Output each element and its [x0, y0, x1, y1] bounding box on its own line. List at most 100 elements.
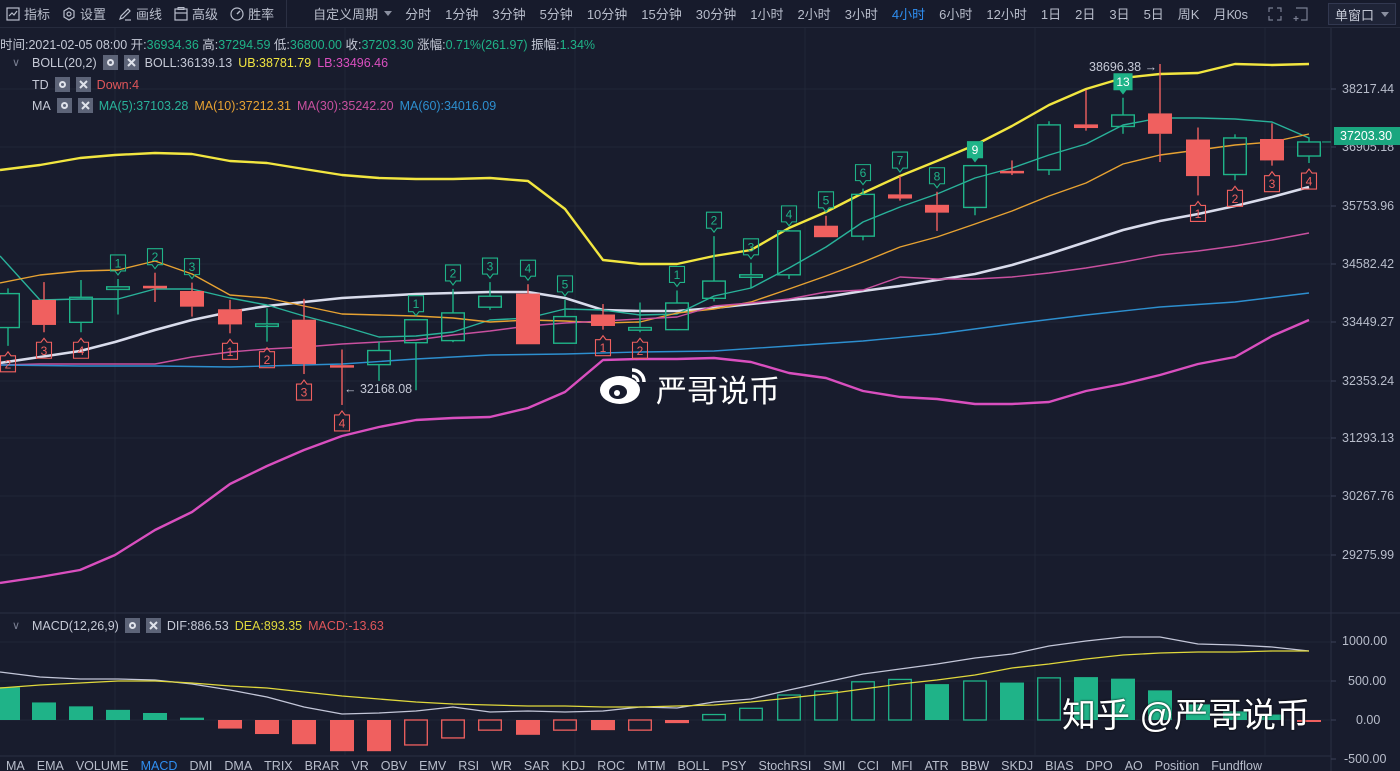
macd-close-icon[interactable]: [145, 618, 161, 633]
low-label: 低:: [273, 38, 290, 52]
candle-body: [478, 295, 503, 308]
indicator-tab[interactable]: TRIX: [264, 759, 293, 771]
candle-body: [516, 293, 540, 345]
indicator-tab[interactable]: Position: [1154, 759, 1200, 771]
period-tab[interactable]: 10分钟: [586, 7, 628, 22]
ma-close-icon[interactable]: [77, 98, 93, 113]
advanced-button[interactable]: 高级: [168, 0, 224, 28]
indicator-tab[interactable]: OBV: [380, 759, 408, 771]
period-tab[interactable]: 5日: [1143, 7, 1164, 22]
period-tab[interactable]: 3日: [1109, 7, 1130, 22]
period-tab[interactable]: 30分钟: [695, 7, 737, 22]
period-tab[interactable]: 月K: [1213, 7, 1236, 22]
indicator-tab[interactable]: WR: [491, 759, 512, 771]
indicator-tab[interactable]: Fundflow: [1211, 759, 1262, 771]
td-marker-label: 4: [786, 207, 793, 221]
collapse-chevron-icon[interactable]: ∨: [12, 620, 21, 632]
draw-line-button[interactable]: 画线: [112, 0, 168, 28]
td-settings-icon[interactable]: [54, 77, 70, 92]
period-tab[interactable]: 2小时: [797, 7, 831, 22]
weibo-watermark: 严哥说币: [598, 362, 780, 414]
period-tab[interactable]: 分时: [405, 7, 432, 22]
period-tab[interactable]: 5分钟: [539, 7, 573, 22]
indicator-tab[interactable]: DMA: [224, 759, 253, 771]
indicator-tab[interactable]: VR: [351, 759, 369, 771]
period-tab[interactable]: 周K: [1177, 7, 1200, 22]
period-tab[interactable]: 4小时: [891, 7, 926, 22]
indicator-tab[interactable]: MFI: [891, 759, 913, 771]
period-tab[interactable]: 6小时: [939, 7, 973, 22]
gear-icon: [62, 6, 76, 21]
settings-button[interactable]: 设置: [56, 0, 112, 28]
indicator-tab[interactable]: StochRSI: [758, 759, 812, 771]
boll-close-icon[interactable]: [123, 55, 139, 70]
indicator-tab[interactable]: VOLUME: [75, 759, 129, 771]
ma-settings-icon[interactable]: [56, 98, 72, 113]
indicator-tab[interactable]: EMA: [36, 759, 64, 771]
indicator-tab[interactable]: BIAS: [1045, 759, 1074, 771]
period-tab[interactable]: 12小时: [986, 7, 1027, 22]
window-mode-select[interactable]: 单窗口: [1328, 3, 1396, 25]
boll-settings-icon[interactable]: [102, 55, 118, 70]
td-close-icon[interactable]: [75, 77, 91, 92]
custom-period-dropdown[interactable]: 自定义周期: [295, 4, 398, 23]
candle-body: [739, 274, 764, 279]
td-marker: [594, 334, 612, 357]
td-marker: [817, 191, 835, 213]
indicator-tab[interactable]: MA: [6, 759, 25, 771]
candle-body: [553, 315, 578, 344]
indicator-tab[interactable]: DMI: [189, 759, 213, 771]
candle-body: [218, 309, 242, 325]
macd-bar: [143, 712, 167, 720]
period-tab[interactable]: 1小时: [750, 7, 784, 22]
period-tab[interactable]: 3小时: [844, 7, 878, 22]
indicator-tab[interactable]: BBW: [960, 759, 990, 771]
indicator-tab[interactable]: CCI: [857, 759, 880, 771]
indicator-tab[interactable]: AO: [1124, 759, 1143, 771]
win-rate-button[interactable]: 胜率: [224, 0, 280, 28]
macd-bar: [702, 713, 726, 721]
collapse-chevron-icon[interactable]: ∨: [12, 57, 21, 69]
indicator-tab[interactable]: BOLL: [677, 759, 710, 771]
period-tab[interactable]: 15分钟: [641, 7, 682, 22]
boll-ub-value: UB:38781.79: [238, 55, 312, 70]
macd-bar: [441, 719, 465, 739]
candle-body: [1260, 139, 1284, 161]
macd-bar: [553, 719, 577, 731]
period-tab[interactable]: 1日: [1040, 7, 1062, 22]
add-window-icon[interactable]: [1288, 0, 1314, 28]
candle-body: [665, 302, 690, 331]
period-tab[interactable]: 2日: [1075, 7, 1096, 22]
indicators-button[interactable]: 指标: [0, 0, 56, 28]
period-tab[interactable]: 1分钟: [445, 7, 479, 22]
indicator-tab[interactable]: SMI: [823, 759, 846, 771]
dea-value: DEA:893.35: [234, 618, 303, 633]
indicator-tab[interactable]: BRAR: [304, 759, 340, 771]
period-tab[interactable]: 3分钟: [492, 7, 526, 22]
indicator-tab[interactable]: ROC: [597, 759, 626, 771]
td-marker: [1113, 73, 1133, 95]
td-marker: [928, 167, 946, 189]
indicator-tab[interactable]: KDJ: [561, 759, 586, 771]
window-mode-value: 单窗口: [1335, 7, 1375, 23]
indicator-tab[interactable]: EMV: [419, 759, 447, 771]
fullscreen-icon[interactable]: [1262, 0, 1288, 28]
macd-bar: [851, 681, 875, 721]
indicator-tab[interactable]: PSY: [721, 759, 747, 771]
macd-bar: [1148, 690, 1172, 720]
td-marker: [146, 248, 164, 270]
indicator-tab[interactable]: RSI: [458, 759, 480, 771]
indicator-tab[interactable]: DPO: [1085, 759, 1113, 771]
indicator-tab[interactable]: SKDJ: [1001, 759, 1034, 771]
indicator-tab[interactable]: MTM: [637, 759, 666, 771]
indicator-tab[interactable]: SAR: [523, 759, 550, 771]
candle-body: [591, 314, 615, 326]
indicator-line: [0, 232, 1310, 366]
indicator-tab[interactable]: ATR: [924, 759, 949, 771]
td-marker-label: 4: [525, 262, 532, 276]
caret-down-icon: [384, 11, 393, 16]
macd-settings-icon[interactable]: [124, 618, 140, 633]
indicator-tab[interactable]: MACD: [140, 759, 178, 771]
boll-lb-value: LB:33496.46: [317, 55, 389, 70]
